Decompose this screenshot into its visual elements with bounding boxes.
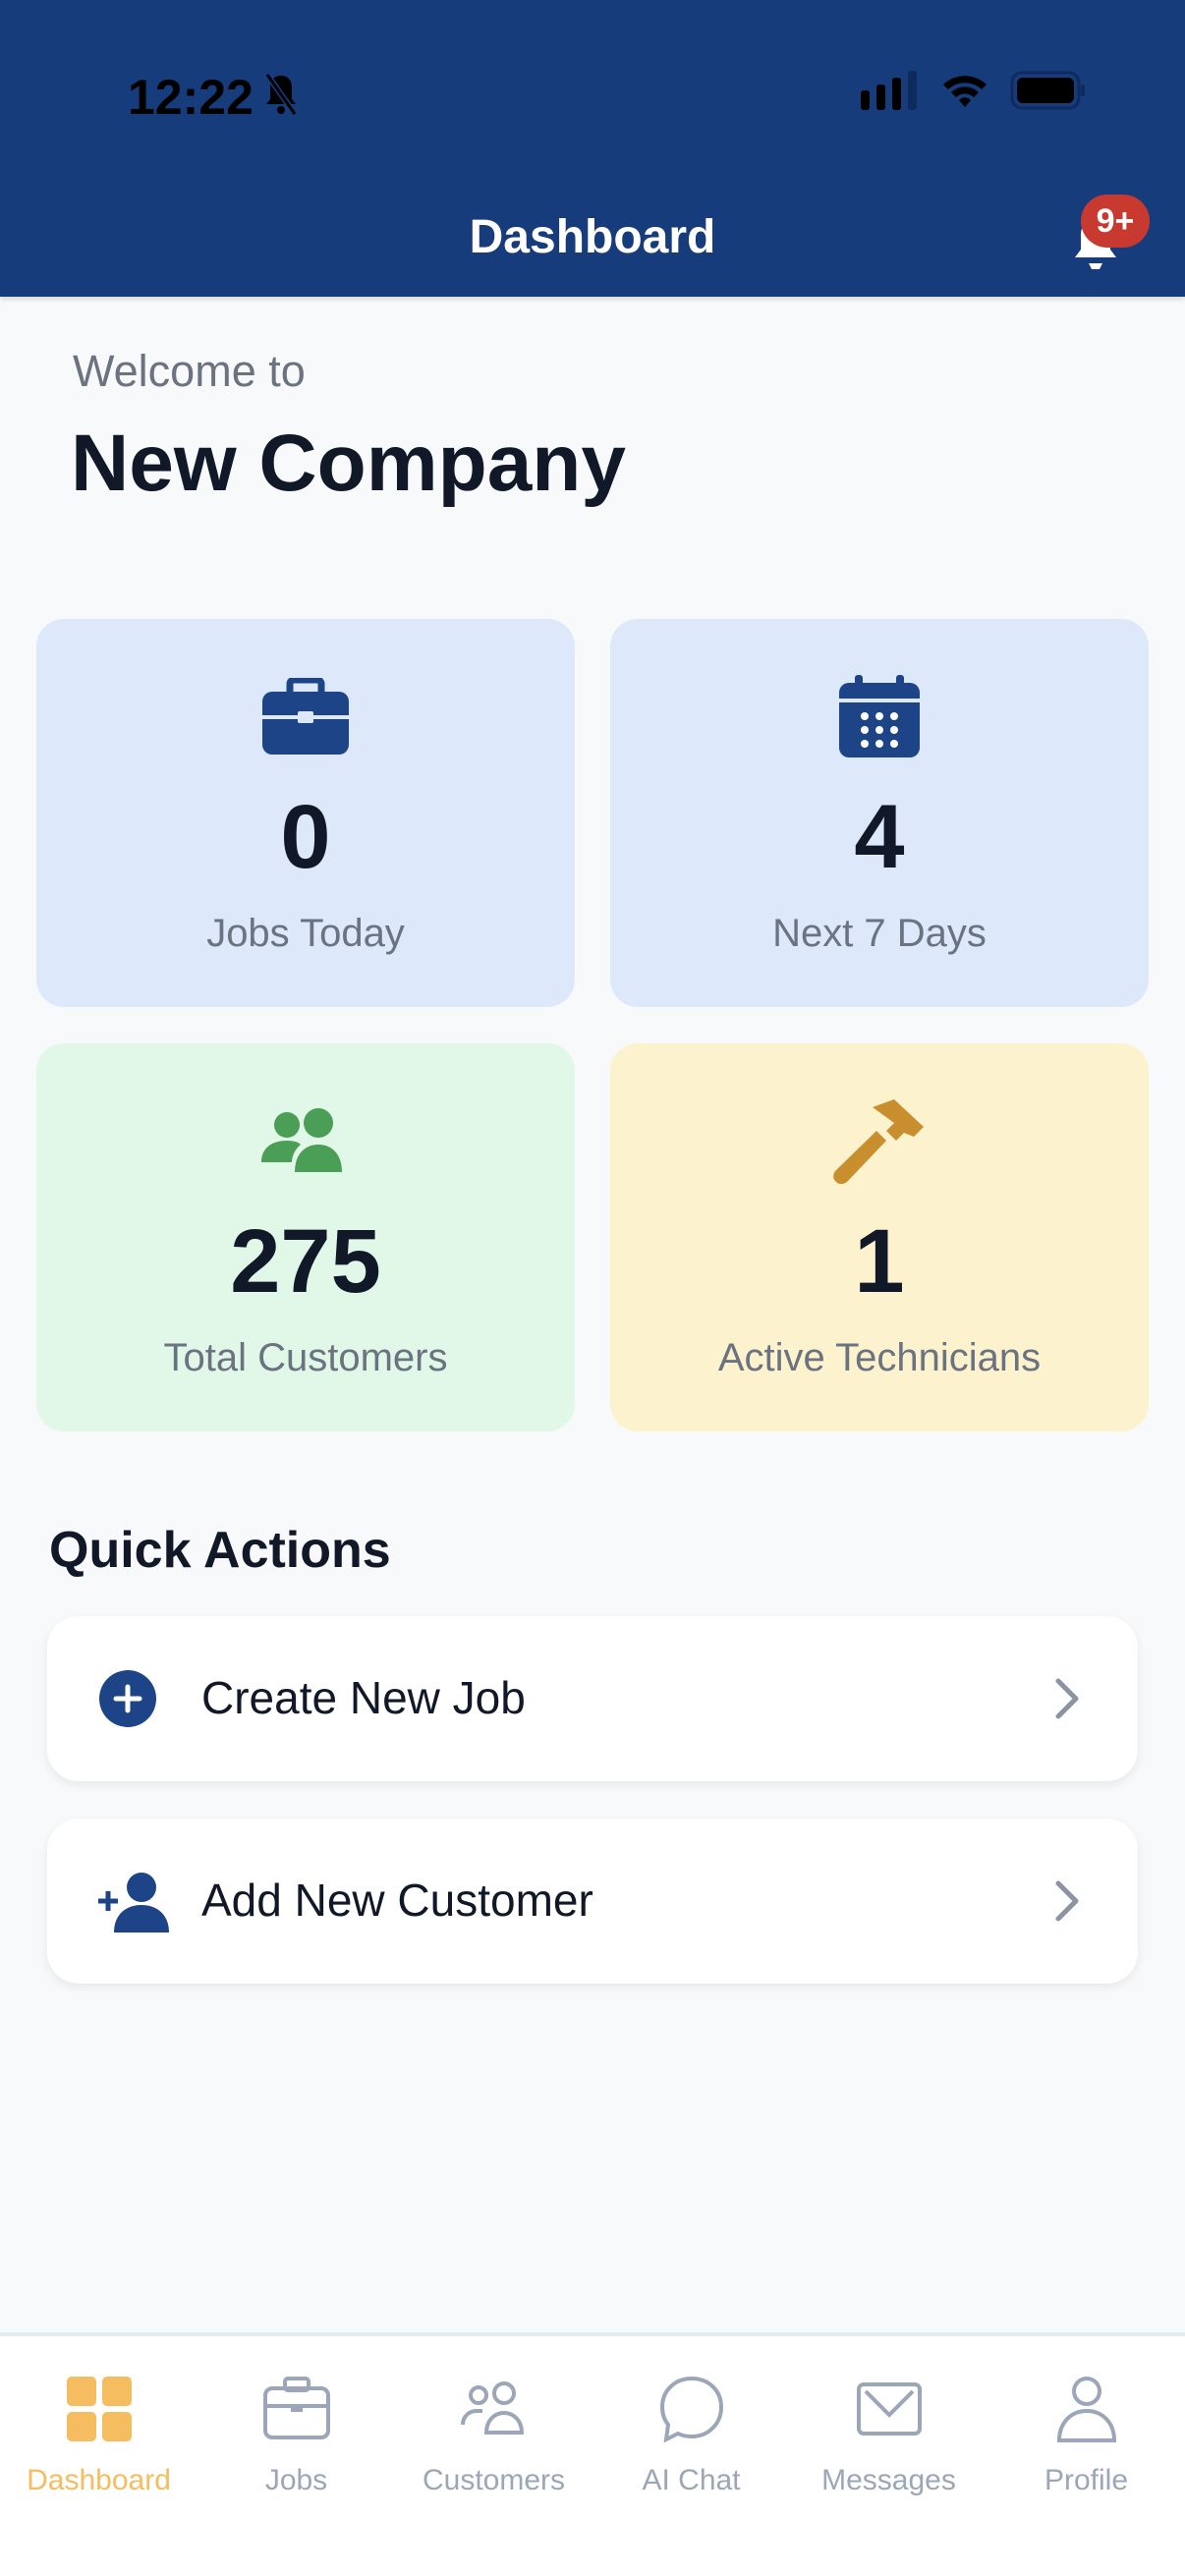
notification-badge: 9+ bbox=[1081, 195, 1150, 248]
tab-profile[interactable]: Profile bbox=[988, 2336, 1185, 2497]
briefcase-icon bbox=[262, 678, 349, 755]
tab-ai-chat[interactable]: AI Chat bbox=[592, 2336, 790, 2497]
stat-value: 0 bbox=[280, 787, 331, 887]
chevron-right-icon bbox=[1055, 1678, 1079, 1719]
add-new-customer-button[interactable]: Add New Customer bbox=[47, 1819, 1138, 1984]
stat-card-jobs-today[interactable]: 0 Jobs Today bbox=[36, 619, 575, 1007]
users-icon bbox=[460, 2381, 524, 2435]
quick-actions-heading: Quick Actions bbox=[49, 1522, 391, 1579]
status-time: 12:22 bbox=[128, 70, 254, 125]
tab-label: AI Chat bbox=[642, 2464, 741, 2496]
envelope-icon bbox=[856, 2382, 922, 2436]
welcome-text: Welcome to bbox=[73, 346, 306, 396]
user-plus-icon bbox=[98, 1873, 169, 1932]
bell-slash-icon bbox=[264, 73, 298, 116]
create-new-job-button[interactable]: Create New Job bbox=[47, 1616, 1138, 1781]
wifi-icon bbox=[943, 76, 987, 107]
tab-label: Dashboard bbox=[27, 2464, 171, 2496]
stat-label: Jobs Today bbox=[206, 912, 405, 955]
action-label: Create New Job bbox=[201, 1672, 526, 1723]
plus-circle-icon bbox=[99, 1670, 156, 1727]
stat-value: 1 bbox=[854, 1211, 905, 1312]
stat-card-next-7-days[interactable]: 4 Next 7 Days bbox=[610, 619, 1149, 1007]
stat-value: 4 bbox=[854, 787, 905, 887]
hammer-icon bbox=[833, 1099, 924, 1185]
calendar-icon bbox=[839, 675, 920, 757]
stat-value: 275 bbox=[230, 1211, 381, 1312]
tab-label: Jobs bbox=[264, 2464, 328, 2496]
profile-icon bbox=[1056, 2377, 1116, 2442]
action-label: Add New Customer bbox=[201, 1875, 593, 1926]
chat-bubble-icon bbox=[659, 2376, 723, 2442]
chevron-right-icon bbox=[1055, 1880, 1079, 1922]
stat-label: Active Technicians bbox=[717, 1336, 1042, 1379]
stat-label: Total Customers bbox=[163, 1336, 448, 1379]
users-icon bbox=[261, 1108, 342, 1172]
app-header: 12:22 Dashboard 9+ bbox=[0, 0, 1185, 297]
signal-icon bbox=[861, 71, 917, 110]
bottom-tab-bar: Dashboard Jobs Customers AI Chat Message… bbox=[0, 2332, 1185, 2576]
tab-messages[interactable]: Messages bbox=[790, 2336, 988, 2497]
page-title: Dashboard bbox=[469, 211, 716, 263]
tab-label: Messages bbox=[821, 2464, 956, 2496]
tab-customers[interactable]: Customers bbox=[395, 2336, 592, 2497]
tab-label: Customers bbox=[422, 2464, 566, 2496]
stat-card-active-technicians[interactable]: 1 Active Technicians bbox=[610, 1043, 1149, 1431]
battery-icon bbox=[1010, 71, 1085, 110]
briefcase-icon bbox=[262, 2377, 330, 2439]
tab-label: Profile bbox=[1044, 2464, 1129, 2496]
company-name: New Company bbox=[71, 419, 626, 508]
tab-jobs[interactable]: Jobs bbox=[198, 2336, 395, 2497]
dashboard-grid-icon bbox=[66, 2377, 132, 2441]
tab-dashboard[interactable]: Dashboard bbox=[0, 2336, 198, 2497]
stat-card-total-customers[interactable]: 275 Total Customers bbox=[36, 1043, 575, 1431]
stat-label: Next 7 Days bbox=[772, 912, 987, 955]
